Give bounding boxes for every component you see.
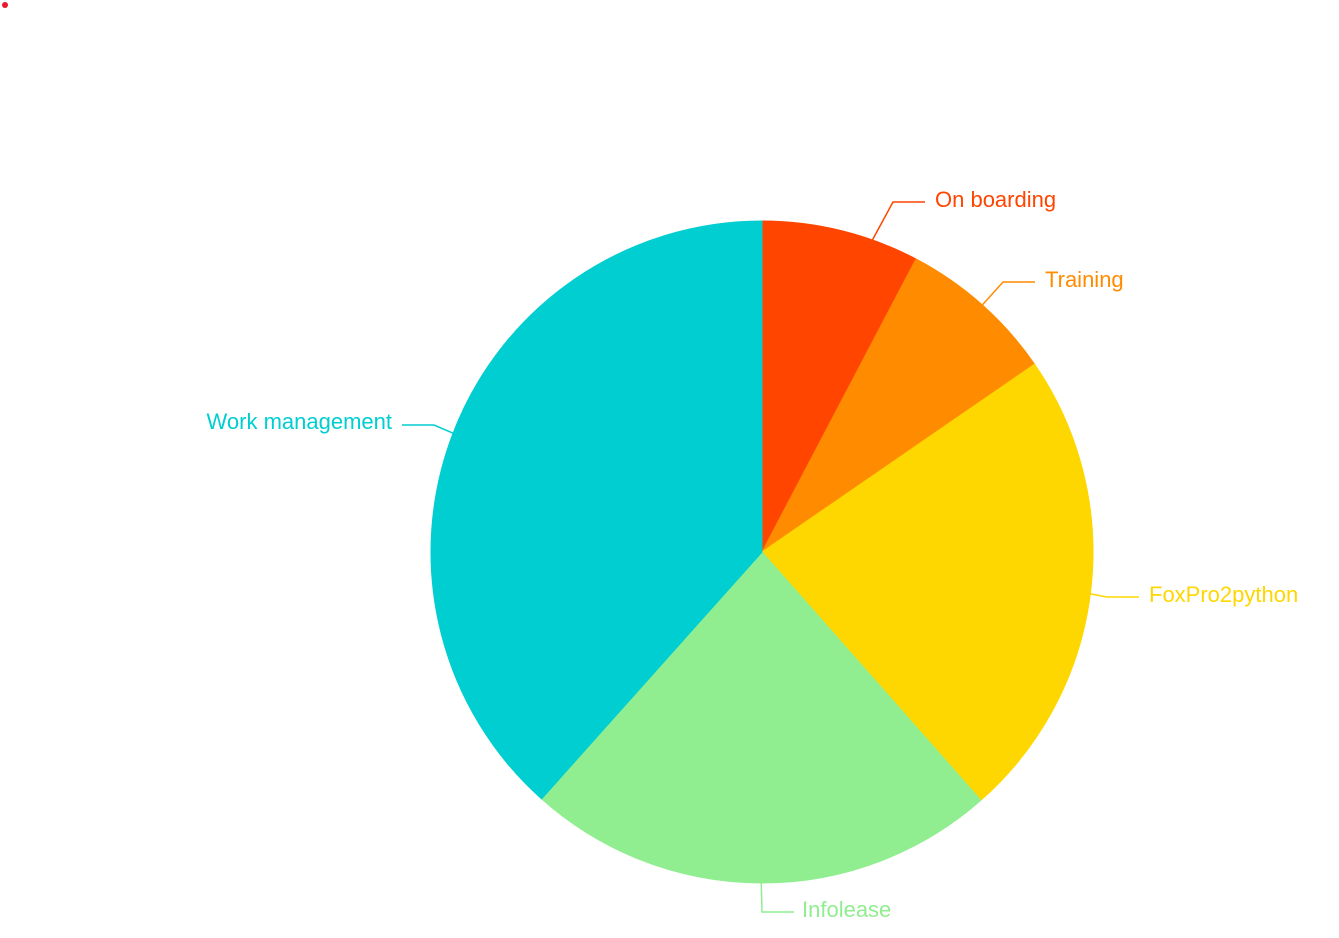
leader-line-work-management xyxy=(402,424,475,443)
corner-marker-dot xyxy=(2,2,8,8)
leader-line-on-boarding xyxy=(810,201,925,354)
pie-slice-training[interactable] xyxy=(761,258,1036,553)
slice-label-on-boarding: On boarding xyxy=(935,187,1056,212)
slice-label-training: Training xyxy=(1045,267,1124,292)
pie-slice-foxpro2python[interactable] xyxy=(761,363,1094,801)
leader-line-foxpro2python xyxy=(1067,588,1139,598)
slice-label-foxpro2python: FoxPro2python xyxy=(1149,582,1298,607)
slice-label-infolease: Infolease xyxy=(802,897,891,922)
leader-line-infolease xyxy=(760,873,794,913)
pie-slice-on-boarding[interactable] xyxy=(761,220,917,553)
pie-labels: On boarding Training FoxPro2python Infoleas… xyxy=(207,187,1299,922)
pie-slices xyxy=(430,220,1094,884)
leader-line-training xyxy=(897,281,1035,400)
pie-slice-work-management[interactable] xyxy=(430,220,763,800)
slice-label-work-management: Work management xyxy=(207,409,392,434)
